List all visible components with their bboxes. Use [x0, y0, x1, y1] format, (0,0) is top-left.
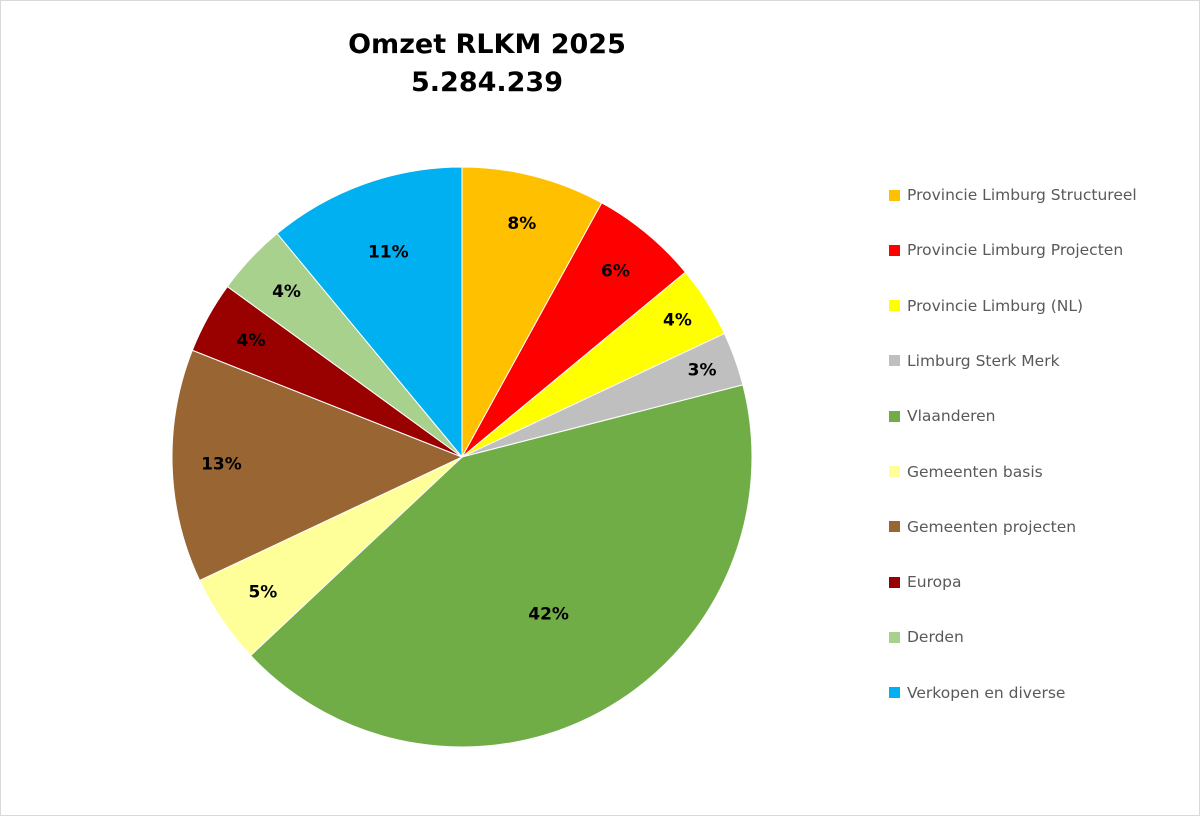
legend-label: Vlaanderen: [907, 407, 996, 426]
legend-label: Verkopen en diverse: [907, 683, 1066, 702]
legend-swatch: [889, 687, 900, 699]
legend-label: Provincie Limburg (NL): [907, 296, 1084, 315]
legend-label: Gemeenten basis: [907, 462, 1043, 481]
pie-slice-6: [171, 349, 464, 582]
legend-label: Limburg Sterk Merk: [907, 351, 1060, 370]
pie-slice-4: [249, 384, 753, 748]
legend-item-7: Europa: [889, 571, 961, 593]
legend-label: Europa: [907, 573, 962, 592]
chart-title: Omzet RLKM 2025 5.284.239: [287, 26, 687, 102]
legend-swatch: [889, 189, 900, 201]
pie-slice-0: [461, 166, 603, 458]
pie-data-labels: 8% 6% 4% 3% 42% 5% 13% 4% 4% 11%: [201, 214, 716, 625]
data-label-5: 5%: [248, 582, 277, 602]
legend-item-1: Provincie Limburg Projecten: [889, 239, 1123, 261]
legend-item-5: Gemeenten basis: [889, 461, 1043, 483]
data-label-0: 8%: [507, 214, 536, 234]
pie-slices: [171, 166, 753, 748]
data-label-4: 42%: [528, 605, 569, 625]
legend-label: Gemeenten projecten: [907, 517, 1077, 536]
data-label-7: 4%: [237, 331, 266, 351]
pie-slice-9: [276, 166, 463, 459]
legend-item-6: Gemeenten projecten: [889, 516, 1076, 538]
legend-label: Derden: [907, 628, 964, 647]
data-label-6: 13%: [201, 455, 242, 475]
data-label-3: 3%: [688, 361, 717, 381]
legend-item-0: Provincie Limburg Structureel: [889, 184, 1137, 206]
legend-swatch: [889, 576, 900, 588]
data-label-8: 4%: [272, 282, 301, 302]
legend-item-9: Verkopen en diverse: [889, 682, 1065, 704]
legend-swatch: [889, 410, 900, 422]
data-label-9: 11%: [368, 242, 409, 262]
legend-item-4: Vlaanderen: [889, 405, 996, 427]
legend-label: Provincie Limburg Projecten: [907, 241, 1124, 260]
legend-swatch: [889, 244, 900, 256]
legend-swatch: [889, 466, 900, 477]
legend-swatch: [889, 631, 900, 643]
data-label-2: 4%: [663, 310, 692, 330]
legend-item-2: Provincie Limburg (NL): [889, 295, 1083, 317]
data-label-1: 6%: [601, 262, 630, 282]
legend-label: Provincie Limburg Structureel: [907, 186, 1137, 204]
chart-title-line: Omzet RLKM 2025: [348, 29, 626, 60]
legend-swatch: [889, 521, 900, 533]
legend-item-8: Derden: [889, 626, 964, 648]
chart-subtitle: 5.284.239: [410, 67, 564, 98]
legend-item-3: Limburg Sterk Merk: [889, 350, 1060, 372]
legend-swatch: [889, 355, 900, 367]
legend-swatch: [889, 300, 900, 312]
